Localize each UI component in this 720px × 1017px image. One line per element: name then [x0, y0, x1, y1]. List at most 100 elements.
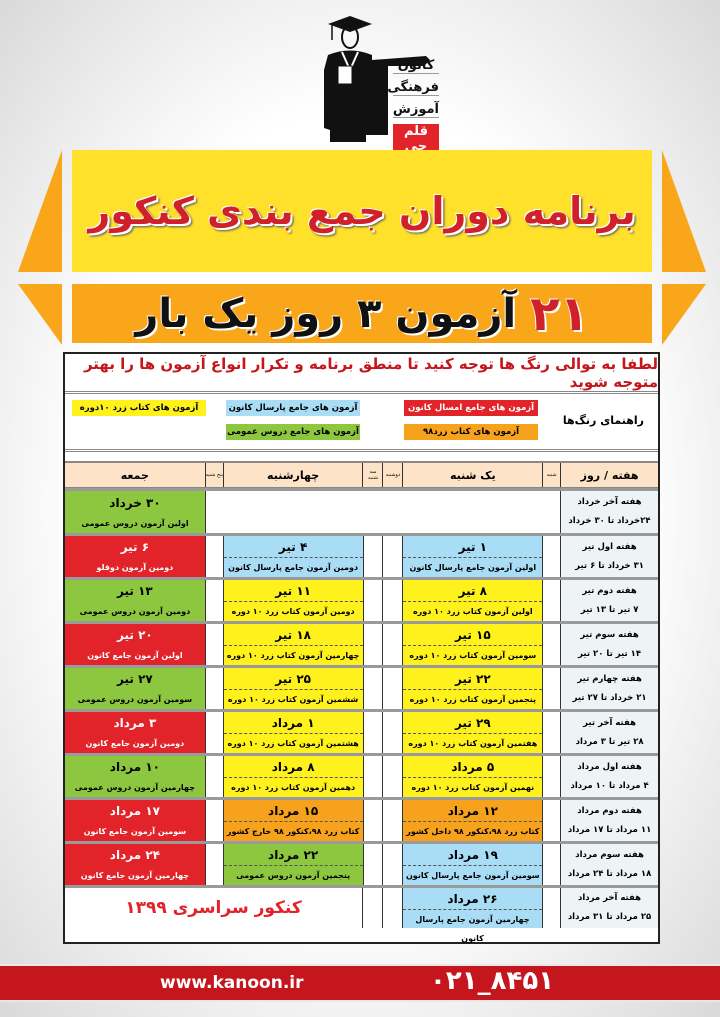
table-row: هفته دوم تیر ۷ تیر تا ۱۳ تیر ۸ تیر اولین آز…	[65, 577, 658, 621]
mon-cell	[382, 712, 402, 753]
thu-cell	[204, 712, 223, 753]
week-range: ۷ تیر تا ۱۳ تیر	[580, 604, 639, 615]
exam-date: ۸ مرداد	[223, 756, 363, 778]
sat-cell	[542, 756, 560, 797]
exam-date: ۲۲ مرداد	[223, 844, 363, 866]
sat-cell	[542, 800, 560, 841]
header-thu: پنج شنبه	[204, 463, 223, 487]
mon-cell	[382, 624, 402, 665]
exam-date: ۲۹ تیر	[403, 712, 543, 734]
exam-label: سومین آزمون کتاب زرد ۱۰ دوره	[409, 651, 537, 660]
exam-cell-wed: ۱ مرداد هشتمین آزمون کتاب زرد ۱۰ دوره	[222, 712, 363, 753]
exam-cell-fri: ۳۰ خرداد اولین آزمون دروس عمومی	[65, 491, 205, 533]
header-mon-label: دوشنبه	[385, 472, 401, 478]
exam-label: ششمین آزمون کتاب زرد ۱۰ دوره	[227, 695, 359, 704]
week-cell: هفته دوم تیر ۷ تیر تا ۱۳ تیر	[560, 580, 658, 621]
week-range: ۱۴ تیر تا ۲۰ تیر	[578, 648, 642, 659]
exam-label: دومین آزمون کتاب زرد ۱۰ دوره	[231, 607, 355, 616]
exam-date: ۱۵ تیر	[403, 624, 543, 646]
sat-cell	[542, 844, 560, 885]
exam-count: ۲۱	[530, 285, 589, 342]
week-range: ۴ مرداد تا ۱۰ مرداد	[570, 780, 649, 791]
subtitle-text: آزمون ۳ روز یک بار	[135, 290, 517, 337]
logo-line-3: آموزش	[392, 102, 439, 118]
phone-number: ۰۲۱_۸۴۵۱	[430, 966, 555, 996]
exam-date: ۵ مرداد	[403, 756, 543, 778]
week-title: هفته سوم تیر	[580, 629, 639, 640]
exam-label: دومین آزمون دوقلو	[96, 563, 174, 572]
exam-label: اولین آزمون کتاب زرد ۱۰ دوره	[412, 607, 533, 616]
exam-date: ۱۳ تیر	[117, 584, 153, 598]
tue-cell	[362, 800, 383, 841]
color-legend: راهنمای رنگ‌ها آزمون های جامع امسال کانو…	[65, 394, 658, 452]
mon-cell	[382, 844, 402, 885]
tue-cell	[362, 668, 383, 709]
header-sun: یک شنبه	[402, 463, 543, 487]
exam-cell-sun: ۱۵ تیر سومین آزمون کتاب زرد ۱۰ دوره	[402, 624, 543, 665]
header-fri: جمعه	[64, 463, 205, 487]
exam-cell-wed: ۱۵ مرداد کتاب زرد ۹۸،کنکور ۹۸ خارج کشور	[222, 800, 363, 841]
subtitle-banner: ۲۱ آزمون ۳ روز یک بار	[72, 284, 652, 343]
header-row: هفته / روز شنبه یک شنبه دوشنبه سه شنبه چ…	[64, 462, 658, 488]
exam-date: ۸ تیر	[403, 580, 543, 602]
thu-cell	[204, 624, 223, 665]
graduate-figure-icon	[324, 16, 430, 142]
table-row: هفته اول مرداد ۴ مرداد تا ۱۰ مرداد ۵ مرداد…	[65, 753, 658, 797]
exam-date: ۱۸ تیر	[223, 624, 363, 646]
website-link[interactable]: www.kanoon.ir	[160, 973, 304, 993]
sat-cell	[542, 580, 560, 621]
header-sat-label: شنبه	[546, 472, 557, 478]
header-mon: دوشنبه	[382, 463, 403, 487]
exam-date: ۱ تیر	[403, 536, 543, 558]
exam-date: ۳ مرداد	[113, 716, 157, 730]
legend-yellow: آزمون های کتاب زرد ۱۰دوره	[72, 400, 206, 416]
exam-cell-sun: ۲۹ تیر هفتمین آزمون کتاب زرد ۱۰ دوره	[402, 712, 543, 753]
exam-cell-sun: ۵ مرداد نهمین آزمون کتاب زرد ۱۰ دوره	[402, 756, 543, 797]
sat-cell	[542, 536, 560, 577]
sat-cell	[542, 712, 560, 753]
exam-date: ۲۷ تیر	[117, 672, 153, 686]
exam-label: سومین آزمون جامع پارسال کانون	[405, 871, 540, 880]
logo-line-1: کانون	[393, 58, 439, 74]
exam-label: هفتمین آزمون کتاب زرد ۱۰ دوره	[408, 739, 538, 748]
exam-cell-sun: ۱۹ مرداد سومین آزمون جامع پارسال کانون	[402, 844, 543, 885]
legend-red: آزمون های جامع امسال کانون	[404, 400, 538, 416]
exam-label: چهارمین آزمون کتاب زرد ۱۰ دوره	[226, 651, 360, 660]
exam-cell-fri: ۱۷ مرداد سومین آزمون جامع کانون	[65, 800, 205, 841]
legend-green: آزمون های جامع دروس عمومی	[226, 424, 360, 440]
mon-cell	[382, 668, 402, 709]
week-title: هفته چهارم تیر	[577, 673, 642, 684]
kanoon-logo: کانون فرهنگی آموزش قلم چی	[318, 10, 443, 154]
week-title: هفته سوم مرداد	[575, 849, 644, 860]
exam-date: ۲۴ مرداد	[109, 848, 160, 862]
exam-cell-fri: ۳ مرداد دومین آزمون جامع کانون	[65, 712, 205, 753]
exam-cell-sun: ۱ تیر اولین آزمون جامع پارسال کانون	[402, 536, 543, 577]
week-range: ۲۸ تیر تا ۳ مرداد	[575, 736, 644, 747]
logo-line-2: فرهنگی	[387, 80, 439, 96]
exam-cell-wed: ۴ تیر دومین آزمون جامع پارسال کانون	[222, 536, 363, 577]
tue-cell	[362, 624, 383, 665]
sat-cell	[542, 668, 560, 709]
exam-label: هشتمین آزمون کتاب زرد ۱۰ دوره	[227, 739, 359, 748]
exam-date: ۱۱ تیر	[223, 580, 363, 602]
exam-label: کتاب زرد ۹۸،کنکور ۹۸ داخل کشور	[406, 827, 540, 836]
exam-date: ۳۰ خرداد	[109, 495, 161, 510]
thu-cell	[204, 844, 223, 885]
exam-cell-wed: ۲۵ تیر ششمین آزمون کتاب زرد ۱۰ دوره	[222, 668, 363, 709]
week-cell: هفته آخر مرداد ۲۵ مرداد تا ۳۱ مرداد	[560, 888, 658, 928]
exam-cell-fri: ۲۷ تیر سومین آزمون دروس عمومی	[65, 668, 205, 709]
header-week: هفته / روز	[560, 463, 658, 487]
exam-cell-sun: ۸ تیر اولین آزمون کتاب زرد ۱۰ دوره	[402, 580, 543, 621]
exam-label: پنجمین آزمون کتاب زرد ۱۰ دوره	[409, 695, 537, 704]
exam-label: دهمین آزمون کتاب زرد ۱۰ دوره	[231, 783, 356, 792]
week-title: هفته آخر مرداد	[577, 893, 642, 903]
schedule-table: لطفا به توالی رنگ ها توجه کنید تا منطق ب…	[63, 352, 660, 944]
exam-date: ۱۹ مرداد	[403, 844, 543, 866]
week-cell: هفته دوم مرداد ۱۱ مرداد تا ۱۷ مرداد	[560, 800, 658, 841]
exam-cell-fri: ۱۳ تیر دومین آزمون دروس عمومی	[65, 580, 205, 621]
footer-bar: www.kanoon.ir ۰۲۱_۸۴۵۱	[0, 964, 720, 1002]
exam-label: چهارمین آزمون جامع پارسال کانون	[415, 914, 530, 943]
exam-label: چهارمین آزمون جامع کانون	[80, 871, 190, 880]
exam-cell-fri: ۲۴ مرداد چهارمین آزمون جامع کانون	[65, 844, 205, 885]
tue-cell	[362, 536, 383, 577]
